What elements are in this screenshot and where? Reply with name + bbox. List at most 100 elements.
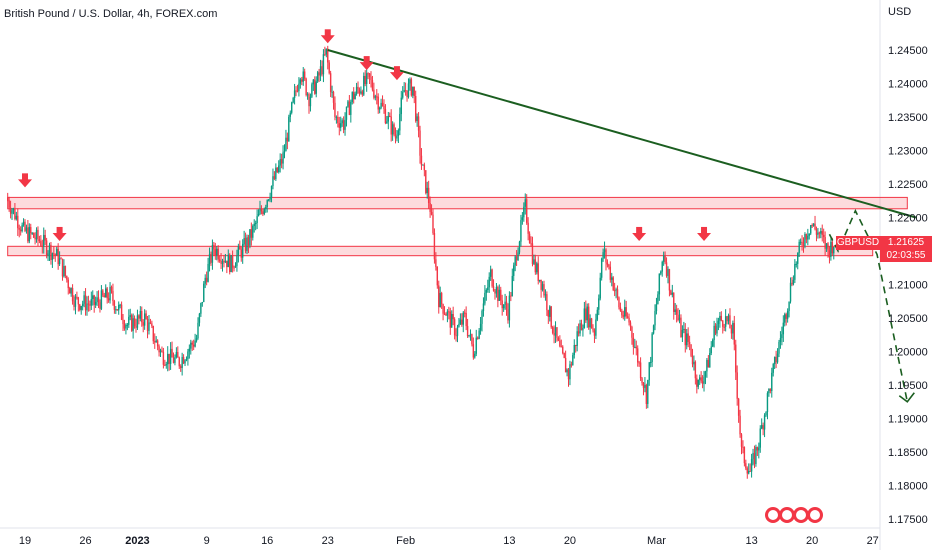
candle-body [758,447,760,451]
candle-body [403,90,405,93]
candle-body [309,96,312,107]
candle-body [376,96,378,98]
candle-body [285,137,287,152]
candle-body [22,221,25,225]
candle-body [50,244,52,260]
candle-body [315,81,317,94]
candle-body [168,353,170,364]
candle-body [687,333,689,342]
candle-body [576,331,578,346]
candle-body [172,357,175,363]
candle-body [231,255,234,268]
candle-body [236,255,238,267]
candle-body [603,249,606,253]
candle-body [514,256,516,266]
candle-body [569,364,571,380]
candle-body [221,260,224,264]
candle-body [491,269,493,287]
down-arrow-head [632,232,647,241]
candle-body [464,312,466,314]
candle-body [448,311,450,313]
candle-body [171,348,173,358]
candle-body [742,446,744,448]
candle-body [557,337,560,341]
candle-body [178,357,180,367]
candle-body [128,316,130,325]
candle-body [213,245,215,250]
candle-body [138,315,140,319]
candle-body [223,260,225,263]
candle-body [105,288,107,298]
candle-body [18,228,20,230]
candle-body [188,348,191,352]
candle-body [77,297,80,305]
candle-body [329,73,332,92]
candle-body [657,294,659,305]
candle-body [141,311,143,323]
candle-body [455,335,457,337]
down-arrow-icon [389,66,404,81]
candle-body [345,106,348,120]
candle-body [696,378,698,387]
candle-body [513,265,515,276]
candle-body [419,130,421,156]
candle-body [812,223,815,226]
candle-body [652,325,655,334]
candle-body [70,288,72,294]
candle-body [93,295,95,305]
candle-body [371,80,374,90]
candle-body [605,249,607,263]
candle-body [365,73,368,84]
candle-body [707,359,710,368]
candle-body [430,211,433,215]
candle-body [361,91,364,95]
candle-body [582,327,584,331]
candle-body [56,248,58,256]
down-arrow-head [18,179,32,188]
candle-body [556,327,558,338]
candle-body [24,221,26,231]
candle-body [152,326,155,342]
candle-body [554,327,557,336]
candle-body [686,333,688,346]
candle-body [154,341,156,343]
candle-body [808,233,810,236]
candle-body [311,84,313,97]
candle-body [765,411,767,416]
candle-body [788,301,790,311]
candle-body [482,303,485,312]
currency-label: USD [888,6,911,18]
candle-body [175,352,178,358]
candle-body [184,360,186,364]
candle-body [785,314,787,319]
candle-body [96,297,98,302]
candle-body [48,244,51,254]
candle-body [25,227,28,231]
candle-body [270,186,273,198]
candle-body [658,273,661,295]
candle-body [528,233,531,244]
candle-body [187,351,189,360]
candle-body [489,269,492,277]
candle-body [440,293,443,305]
candle-body [328,62,330,74]
candle-body [195,338,198,341]
candle-body [710,346,712,354]
candle-body [53,253,55,255]
candle-body [19,229,22,232]
candle-body [347,101,349,107]
candle-body [497,287,499,301]
candle-body [177,352,179,358]
candle-body [89,304,91,306]
candle-body [724,316,727,327]
down-arrow-icon [632,226,647,241]
candle-body [334,102,336,117]
candle-body [760,425,763,429]
candle-body [626,316,629,318]
x-tick-label: 13 [745,535,757,547]
candle-body [468,335,470,337]
candle-body [227,254,229,268]
candle-body [810,225,812,234]
